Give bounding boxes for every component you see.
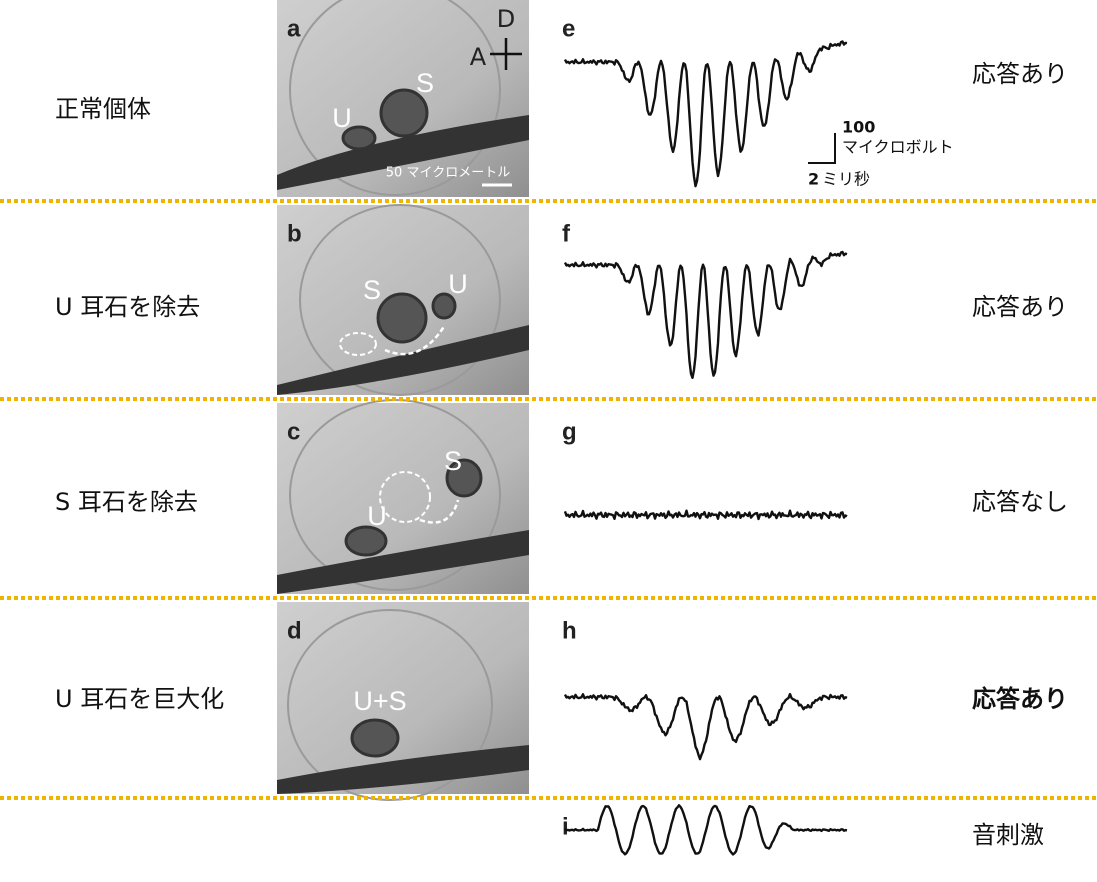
response-trace <box>565 42 847 187</box>
structure-label: U <box>448 269 468 299</box>
orientation-anterior: A <box>470 43 487 71</box>
trace-letter: g <box>562 418 577 445</box>
amplitude-value: 100 <box>842 118 875 137</box>
figure: D A 50 マイクロメートル 100 マイクロボルト 2 ミリ秒 i 音刺激 … <box>0 0 1097 882</box>
structure-label: S <box>363 275 381 305</box>
response-label: 応答あり <box>972 685 1068 713</box>
stimulus-label: 音刺激 <box>972 821 1044 849</box>
image-letter: d <box>287 617 302 644</box>
structure-label: U <box>367 501 387 531</box>
response-trace <box>565 694 847 759</box>
amplitude-unit: マイクロボルト <box>842 138 954 157</box>
image-letter: a <box>287 15 301 42</box>
response-trace <box>565 252 847 378</box>
condition-label: S 耳石を除去 <box>55 488 198 516</box>
structure-label: S <box>444 446 462 476</box>
micrograph-c <box>277 400 529 594</box>
trace-scale-bar <box>808 133 835 163</box>
structure-label: U+S <box>353 686 406 716</box>
trace-letter: f <box>562 220 571 247</box>
trace-letter: h <box>562 617 577 644</box>
time-unit: ミリ秒 <box>822 170 870 189</box>
orientation-dorsal: D <box>497 5 515 33</box>
response-trace <box>565 805 847 854</box>
structure-label: S <box>416 68 434 98</box>
trace-letter: i <box>562 813 569 840</box>
response-trace <box>565 511 847 519</box>
response-label: 応答あり <box>972 60 1068 88</box>
trace-letter: e <box>562 15 575 42</box>
condition-label: U 耳石を巨大化 <box>55 685 224 713</box>
image-scale-label: 50 マイクロメートル <box>386 166 510 181</box>
response-label: 応答あり <box>972 293 1068 321</box>
micrograph-b <box>277 205 529 395</box>
structure-label: U <box>332 103 352 133</box>
image-letter: c <box>287 418 300 445</box>
condition-label: U 耳石を除去 <box>55 293 200 321</box>
condition-label: 正常個体 <box>55 95 151 123</box>
image-letter: b <box>287 220 302 247</box>
time-value: 2 <box>808 170 819 189</box>
response-label: 応答なし <box>972 488 1068 516</box>
